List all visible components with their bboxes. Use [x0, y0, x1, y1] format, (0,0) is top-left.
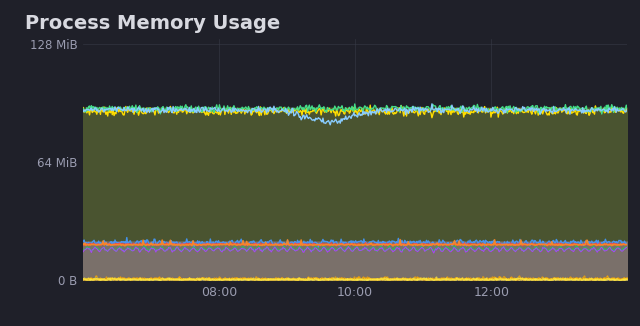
Text: Process Memory Usage: Process Memory Usage: [25, 14, 280, 33]
